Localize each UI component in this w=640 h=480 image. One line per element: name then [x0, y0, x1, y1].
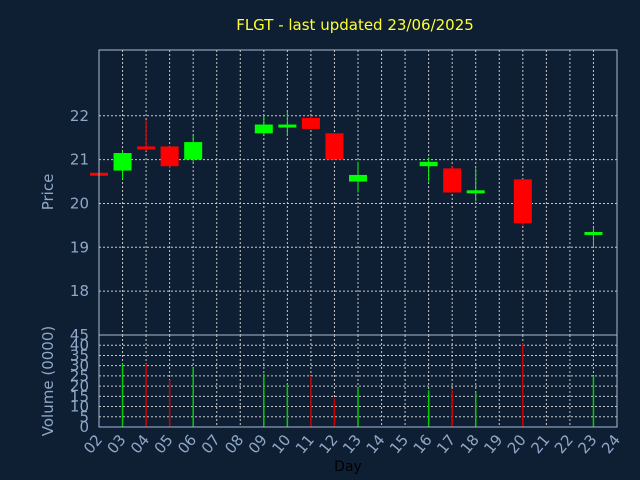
x-tick-label: 08: [221, 431, 247, 457]
candle-body: [466, 190, 485, 194]
x-tick-label: 03: [104, 431, 130, 457]
volume-tick-label: 20: [70, 377, 89, 395]
candle-body: [184, 142, 203, 160]
x-tick-label: 22: [551, 431, 577, 457]
candle-body: [160, 146, 179, 167]
price-tick-label: 18: [70, 282, 89, 300]
x-tick-label: 20: [504, 431, 530, 457]
x-tick-label: 04: [127, 431, 153, 457]
volume-tick-label: 35: [70, 346, 89, 364]
candle-body: [325, 133, 344, 160]
volume-tick-label: 0: [79, 418, 89, 436]
candle-body: [301, 117, 320, 129]
candle-body: [443, 168, 462, 193]
candle-body: [513, 179, 532, 224]
x-tick-label: 12: [315, 431, 341, 457]
candle-body: [137, 146, 156, 150]
volume-tick-label: 5: [79, 408, 89, 426]
price-tick-label: 21: [70, 151, 89, 169]
candle-body: [278, 124, 297, 128]
x-tick-label: 13: [339, 431, 365, 457]
candle-body: [419, 161, 438, 167]
x-tick-label: 09: [245, 431, 271, 457]
x-tick-label: 05: [151, 431, 177, 457]
x-axis-label: Day: [334, 459, 362, 475]
x-ticks: 0203040506070809101112131415161718192021…: [80, 431, 624, 457]
price-tick-label: 22: [70, 107, 89, 125]
x-tick-label: 19: [480, 431, 506, 457]
x-tick-label: 07: [198, 431, 224, 457]
x-tick-label: 21: [527, 431, 553, 457]
candles: [90, 111, 603, 248]
volume-tick-label: 15: [70, 387, 89, 405]
volume-tick-label: 10: [70, 398, 89, 416]
x-tick-label: 23: [574, 431, 600, 457]
plot-frames: [98, 49, 618, 428]
x-tick-label: 18: [457, 431, 483, 457]
price-axis-label: Price: [39, 174, 57, 211]
volume-tick-label: 30: [70, 357, 89, 375]
candle-body: [113, 153, 132, 171]
candle-body: [349, 174, 367, 182]
x-tick-label: 06: [174, 431, 200, 457]
x-tick-label: 24: [598, 431, 624, 457]
volume-bars: [121, 343, 595, 427]
x-tick-label: 16: [410, 431, 436, 457]
chart-title: FLGT - last updated 23/06/2025: [236, 16, 474, 34]
price-tick-label: 19: [70, 238, 89, 256]
volume-tick-label: 45: [70, 326, 89, 344]
x-tick-label: 14: [363, 431, 389, 457]
volume-tick-label: 25: [70, 367, 89, 385]
x-tick-label: 17: [433, 431, 459, 457]
candle-body: [254, 124, 273, 134]
x-tick-label: 10: [268, 431, 294, 457]
x-tick-label: 15: [386, 431, 412, 457]
price-grid: [98, 50, 618, 335]
volume-frame: [98, 334, 618, 428]
price-tick-label: 20: [70, 194, 89, 212]
volume-axis-label: Volume (0000): [39, 326, 57, 436]
candle-body: [584, 231, 603, 235]
volume-tick-label: 40: [70, 336, 89, 354]
price-y-ticks: 18 19 20 21 22: [70, 107, 89, 300]
x-tick-label: 11: [292, 431, 318, 457]
